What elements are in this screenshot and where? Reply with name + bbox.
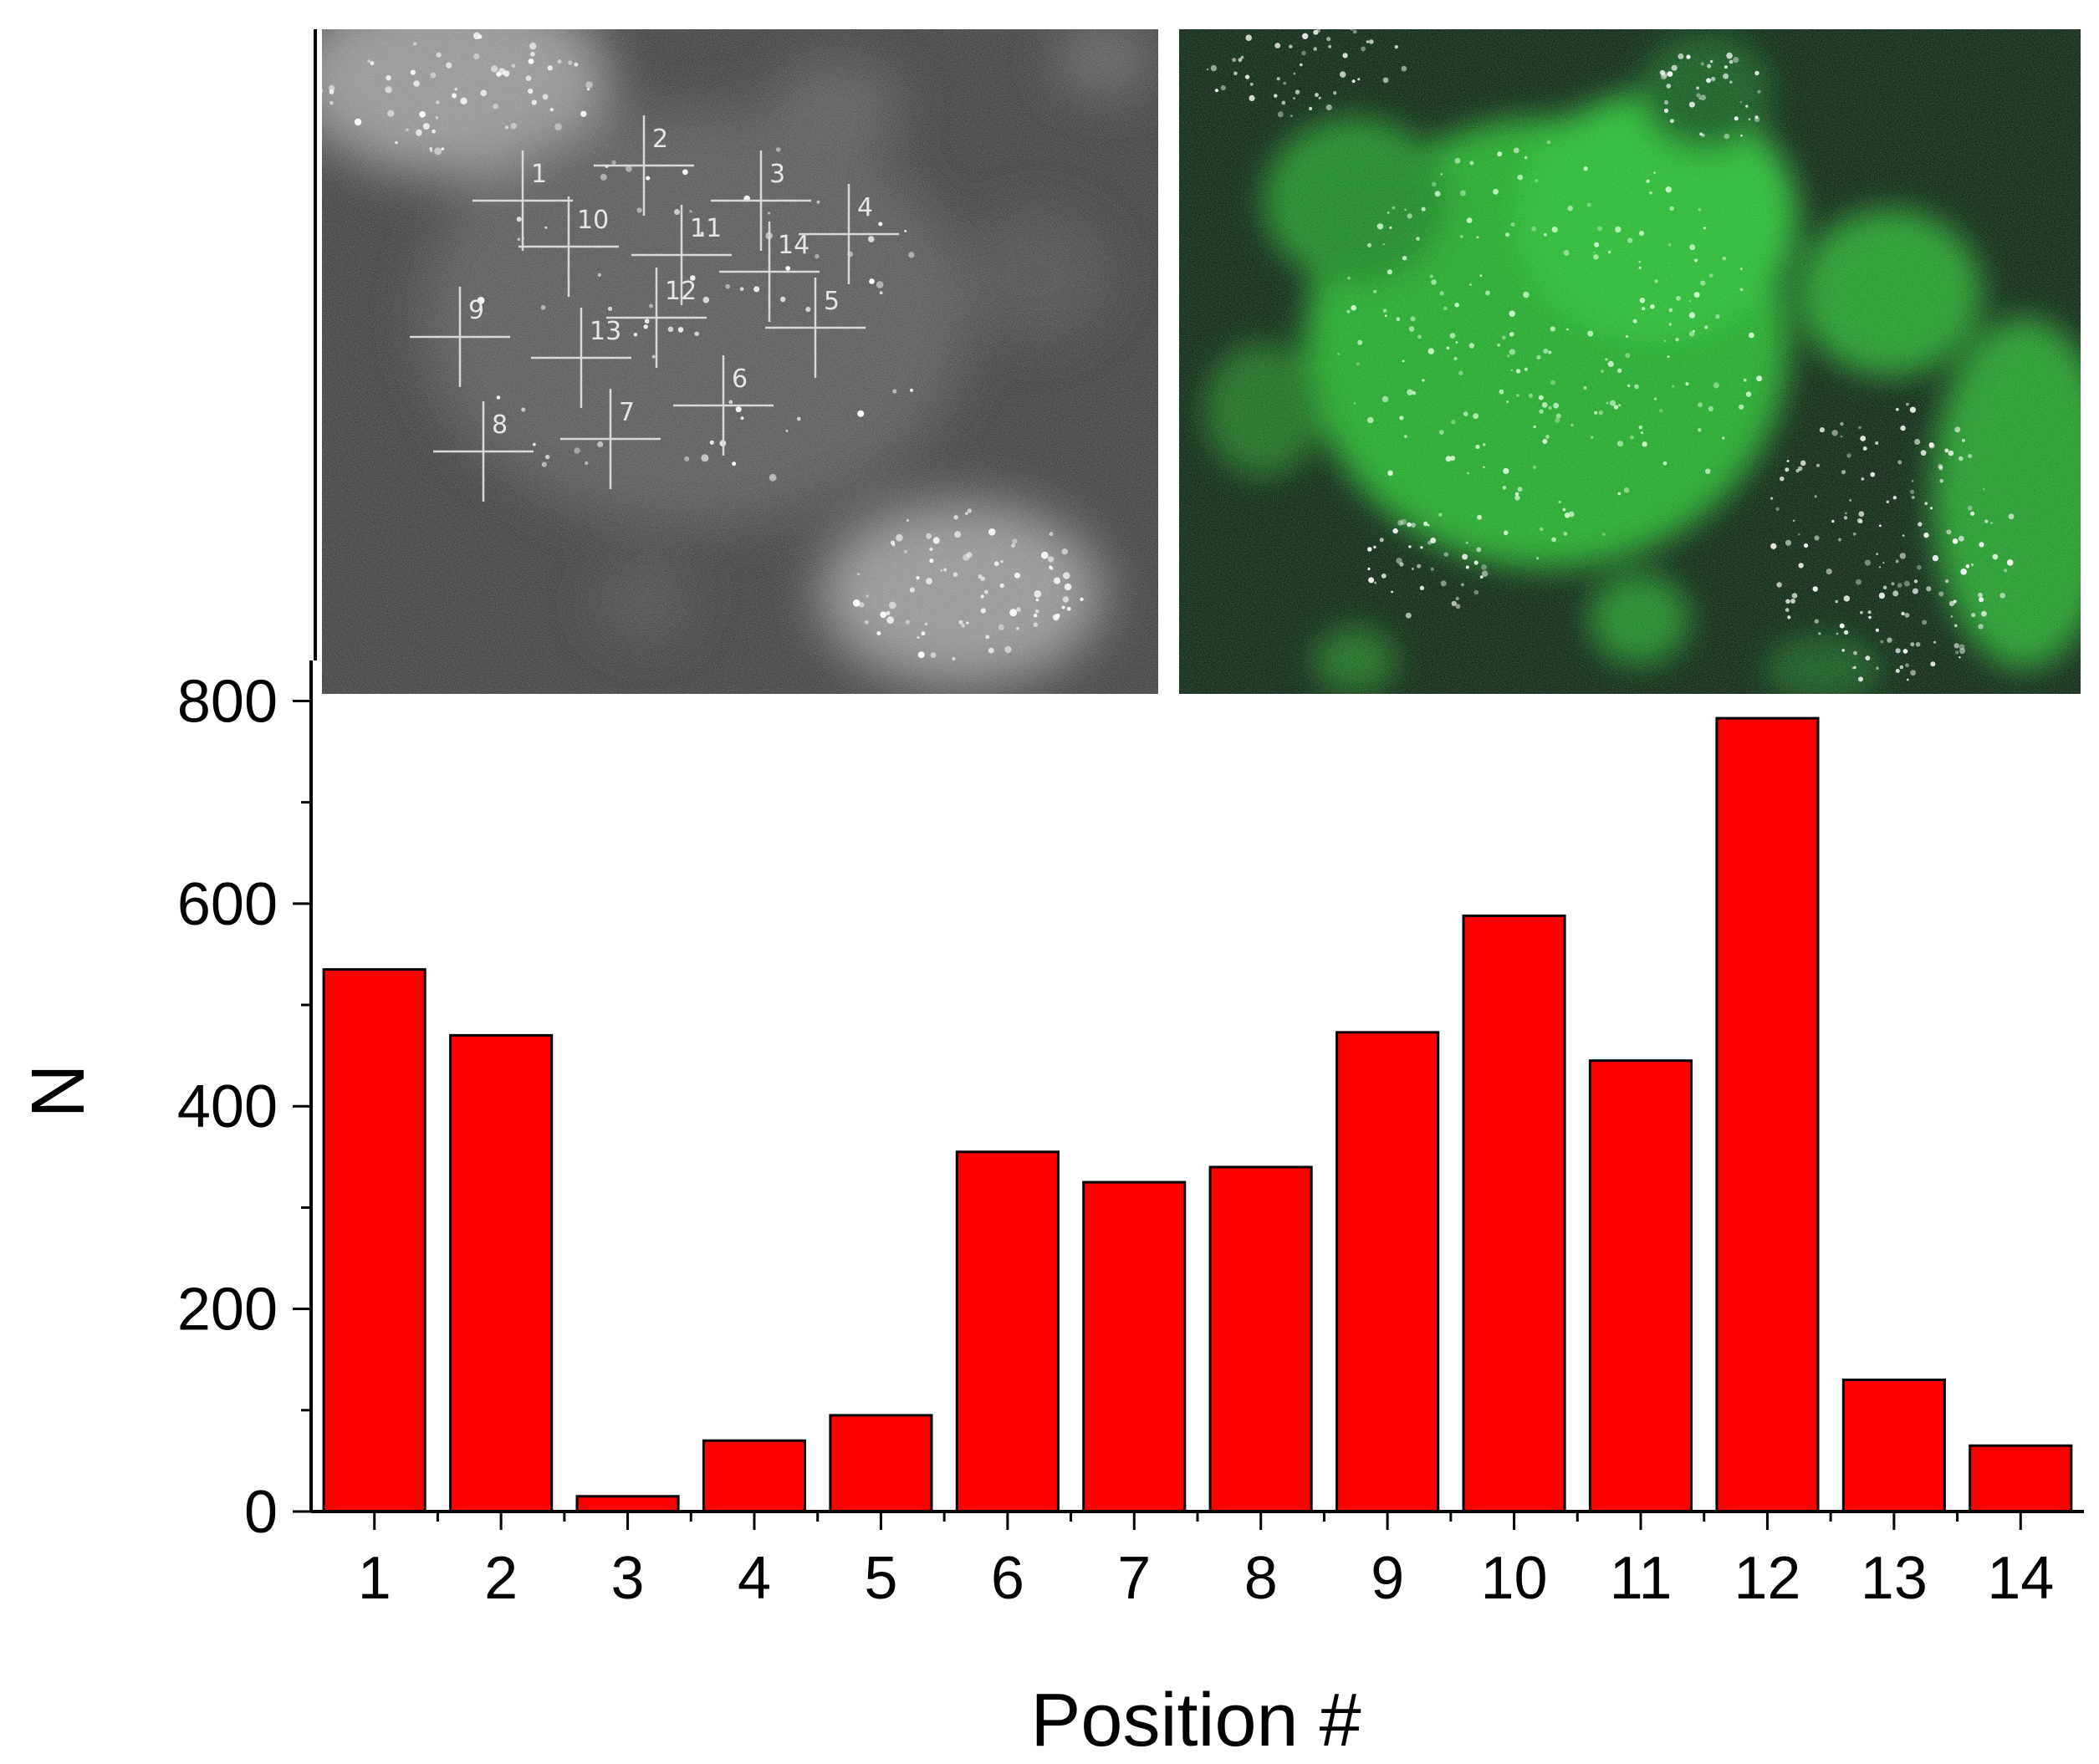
position-marker-13: 13 <box>531 308 631 408</box>
bar-series <box>322 716 2073 1513</box>
position-marker-label: 3 <box>769 160 785 189</box>
bar-8 <box>1208 1165 1313 1513</box>
x-tick-label: 4 <box>738 1545 771 1612</box>
x-tick-label: 11 <box>1610 1545 1673 1612</box>
x-tick-label: 1 <box>358 1545 391 1612</box>
position-marker-label: 2 <box>652 125 668 154</box>
x-axis-title: Position # <box>1030 1679 1361 1762</box>
position-marker-3: 3 <box>711 150 811 251</box>
position-marker-label: 6 <box>732 365 748 394</box>
x-tick-label: 7 <box>1117 1545 1151 1612</box>
position-marker-12: 12 <box>606 268 707 368</box>
position-marker-14: 14 <box>719 222 820 322</box>
position-marker-7: 7 <box>560 389 661 489</box>
bar-9 <box>1335 1031 1440 1513</box>
position-marker-10: 10 <box>518 196 619 297</box>
bar-4 <box>702 1439 807 1513</box>
position-marker-label: 14 <box>778 231 809 260</box>
x-tick-label: 14 <box>1987 1545 2054 1612</box>
position-marker-9: 9 <box>410 287 510 387</box>
y-tick-label: 200 <box>177 1277 278 1343</box>
bar-10 <box>1462 914 1566 1513</box>
bar-12 <box>1715 716 1820 1513</box>
position-marker-label: 8 <box>492 410 508 440</box>
x-tick-label: 13 <box>1861 1545 1928 1612</box>
position-marker-1: 1 <box>472 150 573 251</box>
y-axis-title: N <box>17 1064 100 1119</box>
bar-13 <box>1841 1379 1946 1513</box>
position-marker-label: 11 <box>690 214 722 243</box>
position-marker-label: 7 <box>619 398 635 427</box>
position-marker-8: 8 <box>433 401 534 502</box>
y-tick-label: 400 <box>177 1073 278 1140</box>
position-marker-label: 4 <box>857 193 873 222</box>
position-marker-11: 11 <box>631 205 732 305</box>
x-tick-label: 6 <box>991 1545 1024 1612</box>
bar-2 <box>449 1033 554 1513</box>
position-marker-4: 4 <box>799 184 899 284</box>
y-tick-label: 0 <box>244 1479 278 1546</box>
y-tick-label: 600 <box>177 871 278 938</box>
position-marker-label: 1 <box>531 160 547 189</box>
position-marker-label: 9 <box>468 296 484 325</box>
position-marker-label: 13 <box>590 317 621 346</box>
bar-14 <box>1969 1444 2073 1513</box>
x-tick-label: 2 <box>484 1545 518 1612</box>
x-tick-label: 5 <box>864 1545 897 1612</box>
inset-right-bright-spots <box>1206 29 2015 682</box>
bar-6 <box>955 1150 1060 1513</box>
x-tick-label: 12 <box>1734 1545 1800 1612</box>
x-tick-label: 10 <box>1481 1545 1548 1612</box>
position-marker-6: 6 <box>673 355 774 456</box>
bar-11 <box>1588 1059 1693 1513</box>
x-tick-label: 3 <box>611 1545 645 1612</box>
position-marker-label: 12 <box>665 277 697 306</box>
x-tick-label: 8 <box>1244 1545 1278 1612</box>
x-tick-label: 9 <box>1371 1545 1404 1612</box>
bar-3 <box>575 1495 680 1513</box>
position-marker-5: 5 <box>765 278 866 378</box>
x-axis-ticks: 1 2 3 4 5 6 7 8 9 10 11 12 13 14 <box>358 1512 2054 1612</box>
position-marker-2: 2 <box>594 115 694 216</box>
bar-7 <box>1082 1180 1187 1513</box>
position-marker-label: 5 <box>824 287 840 316</box>
y-axis-ticks: 0 200 400 600 800 <box>177 668 311 1546</box>
inset-right-micrograph <box>1179 29 2081 694</box>
position-marker-label: 10 <box>577 206 609 235</box>
bar-1 <box>322 968 426 1513</box>
bar-5 <box>829 1414 933 1513</box>
y-tick-label: 800 <box>177 668 278 735</box>
inset-left-bright-spots <box>322 32 1084 661</box>
